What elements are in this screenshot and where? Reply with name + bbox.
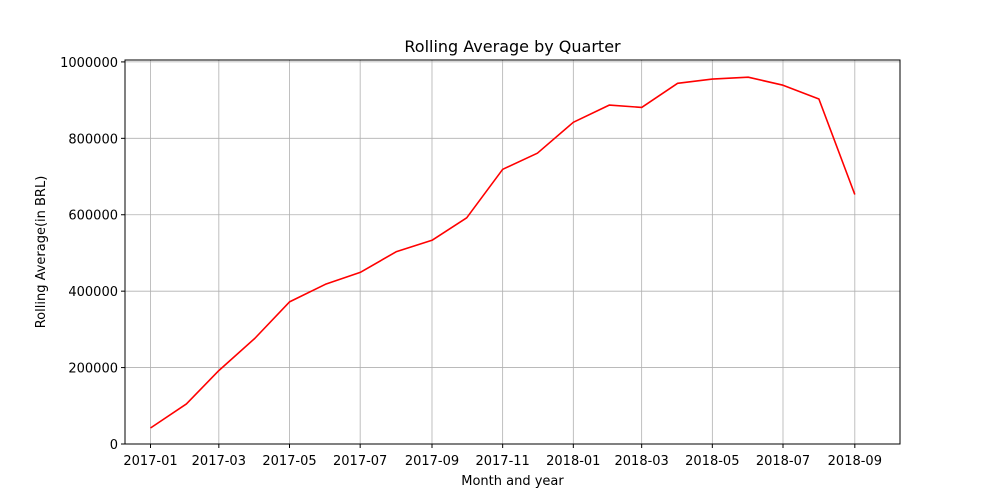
x-axis-label: Month and year xyxy=(461,474,564,489)
x-tick-label: 2017-03 xyxy=(192,454,246,469)
x-tick-label: 2017-07 xyxy=(333,454,387,469)
chart-title: Rolling Average by Quarter xyxy=(404,37,621,56)
x-tick-label: 2017-11 xyxy=(475,454,529,469)
plot-frame xyxy=(124,59,901,445)
y-tick-label: 200000 xyxy=(68,362,118,377)
y-axis-ticks: 0 200000 400000 600000 800000 1000000 xyxy=(60,56,125,453)
x-tick-label: 2018-09 xyxy=(828,454,882,469)
y-tick-label: 600000 xyxy=(68,209,118,224)
x-tick-label: 2018-07 xyxy=(756,454,810,469)
x-tick-label: 2017-09 xyxy=(405,454,459,469)
x-tick-label: 2018-05 xyxy=(685,454,739,469)
series-layer xyxy=(150,76,856,429)
y-tick-label: 0 xyxy=(110,438,118,453)
series-line xyxy=(150,76,856,429)
y-tick-label: 1000000 xyxy=(60,56,118,71)
x-tick-label: 2017-05 xyxy=(262,454,316,469)
grid-lines xyxy=(125,60,900,445)
x-tick-label: 2017-01 xyxy=(123,454,177,469)
x-axis-ticks: 2017-01 2017-03 2017-05 2017-07 2017-09 2017-… xyxy=(123,444,882,469)
y-tick-label: 800000 xyxy=(68,132,118,147)
x-tick-label: 2018-01 xyxy=(546,454,600,469)
x-tick-label: 2018-03 xyxy=(615,454,669,469)
y-axis-label: Rolling Average(in BRL) xyxy=(34,176,49,329)
y-tick-label: 400000 xyxy=(68,285,118,300)
